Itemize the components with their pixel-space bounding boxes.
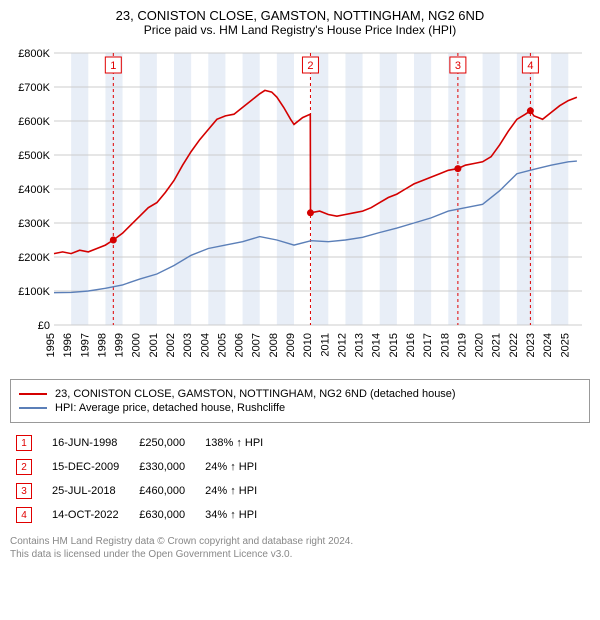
svg-text:2012: 2012 [336, 333, 348, 357]
svg-text:2025: 2025 [559, 333, 571, 357]
tx-badge: 2 [16, 459, 32, 475]
svg-text:2011: 2011 [319, 333, 331, 357]
svg-text:2003: 2003 [182, 333, 194, 357]
chart-subtitle: Price paid vs. HM Land Registry's House … [10, 23, 590, 37]
chart-area: £0 £100K £200K £300K £400K £500K £600K £700K £80… [10, 43, 590, 373]
svg-text:£400K: £400K [18, 184, 50, 196]
svg-text:2009: 2009 [285, 333, 297, 357]
footer-line2: This data is licensed under the Open Gov… [10, 548, 590, 561]
chart-svg: £0 £100K £200K £300K £400K £500K £600K £700K £80… [10, 43, 590, 373]
svg-text:2018: 2018 [439, 333, 451, 357]
svg-text:2007: 2007 [251, 333, 263, 357]
svg-text:2021: 2021 [491, 333, 503, 357]
svg-text:£500K: £500K [18, 150, 50, 162]
footer-line1: Contains HM Land Registry data © Crown c… [10, 535, 590, 548]
legend-swatch [19, 393, 47, 395]
tx-badge: 4 [16, 507, 32, 523]
svg-text:£200K: £200K [18, 252, 50, 264]
tx-badge-cell: 3 [10, 479, 46, 503]
svg-text:1997: 1997 [79, 333, 91, 357]
svg-text:£300K: £300K [18, 218, 50, 230]
svg-text:2013: 2013 [354, 333, 366, 357]
tx-price: £330,000 [133, 455, 199, 479]
svg-text:2004: 2004 [199, 333, 211, 357]
svg-text:2020: 2020 [474, 333, 486, 357]
svg-text:2023: 2023 [525, 333, 537, 357]
svg-text:2019: 2019 [456, 333, 468, 357]
svg-text:1998: 1998 [96, 333, 108, 357]
svg-text:2001: 2001 [148, 333, 160, 357]
svg-text:2005: 2005 [216, 333, 228, 357]
svg-text:£800K: £800K [18, 48, 50, 60]
table-row: 4 14-OCT-2022 £630,000 34% ↑ HPI [10, 503, 277, 527]
transaction-table: 1 16-JUN-1998 £250,000 138% ↑ HPI 2 15-D… [10, 431, 277, 527]
tx-pct: 24% ↑ HPI [199, 479, 277, 503]
svg-text:£700K: £700K [18, 82, 50, 94]
svg-text:2014: 2014 [371, 333, 383, 357]
svg-text:£100K: £100K [18, 286, 50, 298]
svg-text:£600K: £600K [18, 116, 50, 128]
svg-text:2016: 2016 [405, 333, 417, 357]
svg-text:2024: 2024 [542, 333, 554, 357]
svg-text:2015: 2015 [388, 333, 400, 357]
svg-text:2002: 2002 [165, 333, 177, 357]
svg-text:2017: 2017 [422, 333, 434, 357]
tx-date: 25-JUL-2018 [46, 479, 133, 503]
svg-text:2000: 2000 [131, 333, 143, 357]
svg-text:£0: £0 [38, 320, 50, 332]
tx-date: 15-DEC-2009 [46, 455, 133, 479]
svg-text:2006: 2006 [234, 333, 246, 357]
legend-item: HPI: Average price, detached house, Rush… [19, 402, 581, 414]
svg-text:1995: 1995 [45, 333, 57, 357]
tx-price: £460,000 [133, 479, 199, 503]
tx-badge-cell: 1 [10, 431, 46, 455]
legend-label: HPI: Average price, detached house, Rush… [55, 402, 285, 414]
table-row: 3 25-JUL-2018 £460,000 24% ↑ HPI [10, 479, 277, 503]
tx-pct: 24% ↑ HPI [199, 455, 277, 479]
tx-date: 14-OCT-2022 [46, 503, 133, 527]
svg-text:1999: 1999 [114, 333, 126, 357]
tx-badge-cell: 2 [10, 455, 46, 479]
tx-pct: 138% ↑ HPI [199, 431, 277, 455]
legend-item: 23, CONISTON CLOSE, GAMSTON, NOTTINGHAM,… [19, 388, 581, 400]
tx-pct: 34% ↑ HPI [199, 503, 277, 527]
svg-text:2022: 2022 [508, 333, 520, 357]
svg-text:4: 4 [527, 60, 533, 72]
svg-text:2008: 2008 [268, 333, 280, 357]
tx-badge: 1 [16, 435, 32, 451]
svg-text:3: 3 [455, 60, 461, 72]
footer-text: Contains HM Land Registry data © Crown c… [10, 535, 590, 561]
svg-text:2010: 2010 [302, 333, 314, 357]
chart-title: 23, CONISTON CLOSE, GAMSTON, NOTTINGHAM,… [10, 8, 590, 23]
tx-date: 16-JUN-1998 [46, 431, 133, 455]
chart-container: 23, CONISTON CLOSE, GAMSTON, NOTTINGHAM,… [0, 0, 600, 569]
tx-badge: 3 [16, 483, 32, 499]
legend-swatch [19, 407, 47, 409]
svg-text:1: 1 [110, 60, 116, 72]
legend-box: 23, CONISTON CLOSE, GAMSTON, NOTTINGHAM,… [10, 379, 590, 423]
svg-text:2: 2 [307, 60, 313, 72]
table-row: 2 15-DEC-2009 £330,000 24% ↑ HPI [10, 455, 277, 479]
legend-label: 23, CONISTON CLOSE, GAMSTON, NOTTINGHAM,… [55, 388, 456, 400]
tx-price: £630,000 [133, 503, 199, 527]
table-row: 1 16-JUN-1998 £250,000 138% ↑ HPI [10, 431, 277, 455]
svg-text:1996: 1996 [62, 333, 74, 357]
tx-badge-cell: 4 [10, 503, 46, 527]
tx-price: £250,000 [133, 431, 199, 455]
